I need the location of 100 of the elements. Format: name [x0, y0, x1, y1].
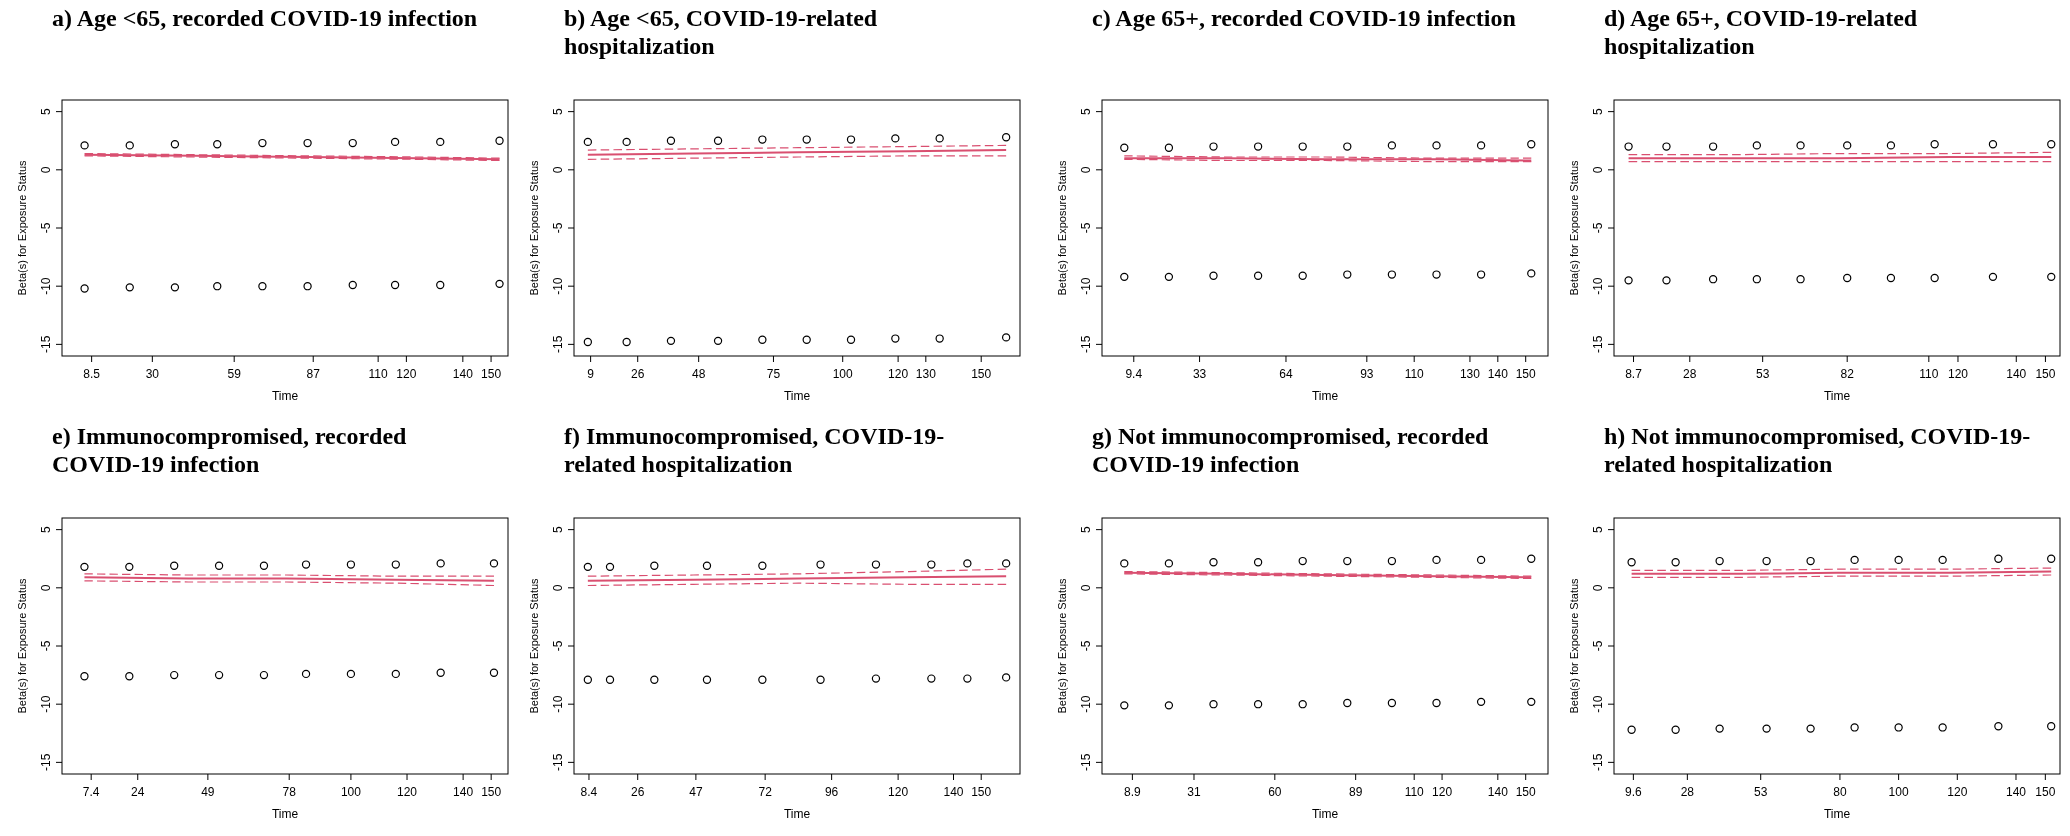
- y-axis-title: Beta(s) for Exposure Status: [528, 577, 540, 714]
- x-tick-label: 8.9: [1124, 785, 1142, 799]
- y-tick-label: -15: [1591, 335, 1605, 354]
- chart-title: d) Age 65+, COVID-19-related hospitalization: [1604, 5, 1918, 59]
- y-tick-label: -15: [1079, 335, 1093, 354]
- x-axis-title: Time: [783, 389, 811, 403]
- y-tick-label: 0: [551, 166, 565, 174]
- chart-title: b) Age <65, COVID-19-related hospitalization: [564, 5, 878, 59]
- y-axis-title: Beta(s) for Exposure Status: [528, 159, 540, 296]
- y-tick-label: 0: [551, 584, 565, 592]
- x-tick-label: 120: [888, 785, 909, 799]
- x-tick-label: 30: [145, 367, 160, 381]
- y-tick-label: -10: [39, 277, 53, 295]
- y-tick-label: -15: [39, 753, 53, 772]
- y-tick-label: -15: [551, 335, 565, 354]
- x-tick-label: 64: [1279, 367, 1293, 381]
- x-tick-label: 28: [1683, 367, 1697, 381]
- y-tick-label: 5: [551, 107, 565, 115]
- x-tick-label: 75: [766, 367, 781, 381]
- x-tick-label: 31: [1187, 785, 1201, 799]
- y-axis-title: Beta(s) for Exposure Status: [16, 577, 28, 714]
- x-tick-label: 93: [1360, 367, 1374, 381]
- y-tick-label: -10: [551, 277, 565, 295]
- x-tick-label: 130: [915, 367, 937, 381]
- x-tick-label: 72: [758, 785, 773, 799]
- x-tick-label: 110: [1919, 367, 1939, 381]
- y-axis-title: Beta(s) for Exposure Status: [1568, 159, 1580, 296]
- x-tick-label: 120: [888, 367, 909, 381]
- x-tick-label: 80: [1833, 785, 1847, 799]
- x-tick-label: 150: [481, 785, 502, 799]
- y-tick-label: 5: [1079, 107, 1093, 115]
- y-tick-label: -5: [551, 222, 565, 234]
- x-tick-label: 110: [368, 367, 389, 381]
- x-tick-label: 130: [1459, 367, 1481, 381]
- x-tick-label: 120: [1432, 785, 1453, 799]
- x-tick-label: 33: [1192, 367, 1207, 381]
- x-tick-label: 47: [689, 785, 703, 799]
- x-tick-label: 150: [2035, 367, 2056, 381]
- x-tick-label: 150: [2035, 785, 2056, 799]
- x-tick-label: 100: [1888, 785, 1909, 799]
- chart-title: g) Not immunocompromised, recorded COVID-19 infection: [1092, 423, 1490, 477]
- x-tick-label: 140: [452, 367, 474, 381]
- x-tick-label: 100: [340, 785, 362, 799]
- chart-title: e) Immunocompromised, recorded COVID-19 infection: [52, 423, 408, 477]
- x-tick-label: 100: [832, 367, 854, 381]
- x-axis-title: Time: [1311, 807, 1339, 821]
- y-tick-label: -10: [1079, 695, 1093, 713]
- y-tick-label: -5: [1591, 640, 1605, 652]
- chart-title: c) Age 65+, recorded COVID-19 infection: [1092, 5, 1516, 31]
- x-tick-label: 9.6: [1625, 785, 1643, 799]
- x-tick-label: 140: [943, 785, 964, 799]
- y-tick-label: -5: [1079, 222, 1093, 234]
- x-axis-title: Time: [1311, 389, 1339, 403]
- x-axis-title: Time: [271, 389, 299, 403]
- y-tick-label: 0: [39, 584, 53, 592]
- x-tick-label: 120: [397, 785, 418, 799]
- y-axis-title: Beta(s) for Exposure Status: [1568, 577, 1580, 714]
- x-tick-label: 60: [1268, 785, 1282, 799]
- chart-title: f) Immunocompromised, COVID-19- related hospitalization: [564, 423, 945, 477]
- y-tick-label: 5: [39, 107, 53, 115]
- x-tick-label: 150: [1515, 367, 1537, 381]
- x-tick-label: 28: [1680, 785, 1695, 799]
- x-tick-label: 120: [1947, 785, 1968, 799]
- x-tick-label: 59: [227, 367, 242, 381]
- y-tick-label: -15: [551, 753, 565, 772]
- x-tick-label: 140: [1487, 367, 1509, 381]
- x-tick-label: 150: [971, 367, 992, 381]
- y-tick-label: 5: [1591, 525, 1605, 533]
- y-tick-label: -10: [1079, 277, 1093, 295]
- y-tick-label: -10: [1591, 695, 1605, 713]
- x-tick-label: 53: [1754, 785, 1768, 799]
- x-tick-label: 53: [1755, 367, 1770, 381]
- x-axis-title: Time: [1823, 389, 1851, 403]
- x-tick-label: 78: [282, 785, 297, 799]
- x-tick-label: 110: [1404, 367, 1425, 381]
- x-tick-label: 8.7: [1625, 367, 1643, 381]
- x-tick-label: 49: [201, 785, 215, 799]
- x-tick-label: 87: [306, 367, 321, 381]
- y-tick-label: -5: [551, 640, 565, 652]
- chart-title: a) Age <65, recorded COVID-19 infection: [52, 5, 478, 31]
- x-tick-label: 120: [1947, 367, 1969, 381]
- x-tick-label: 120: [396, 367, 417, 381]
- x-tick-label: 150: [1515, 785, 1537, 799]
- y-tick-label: -15: [1079, 753, 1093, 772]
- y-tick-label: -5: [1079, 640, 1093, 652]
- y-tick-label: -15: [39, 335, 53, 354]
- y-tick-label: 5: [39, 525, 53, 533]
- y-axis-title: Beta(s) for Exposure Status: [16, 159, 28, 296]
- x-axis-title: Time: [271, 807, 299, 821]
- y-axis-title: Beta(s) for Exposure Status: [1056, 577, 1068, 714]
- y-tick-label: 5: [551, 525, 565, 533]
- x-tick-label: 26: [631, 367, 645, 381]
- x-tick-label: 150: [971, 785, 992, 799]
- x-axis-title: Time: [1823, 807, 1851, 821]
- x-tick-label: 24: [131, 785, 145, 799]
- x-tick-label: 9: [587, 367, 595, 381]
- y-tick-label: 0: [1591, 166, 1605, 174]
- y-tick-label: 5: [1079, 525, 1093, 533]
- x-tick-label: 140: [1487, 785, 1509, 799]
- x-tick-label: 48: [691, 367, 706, 381]
